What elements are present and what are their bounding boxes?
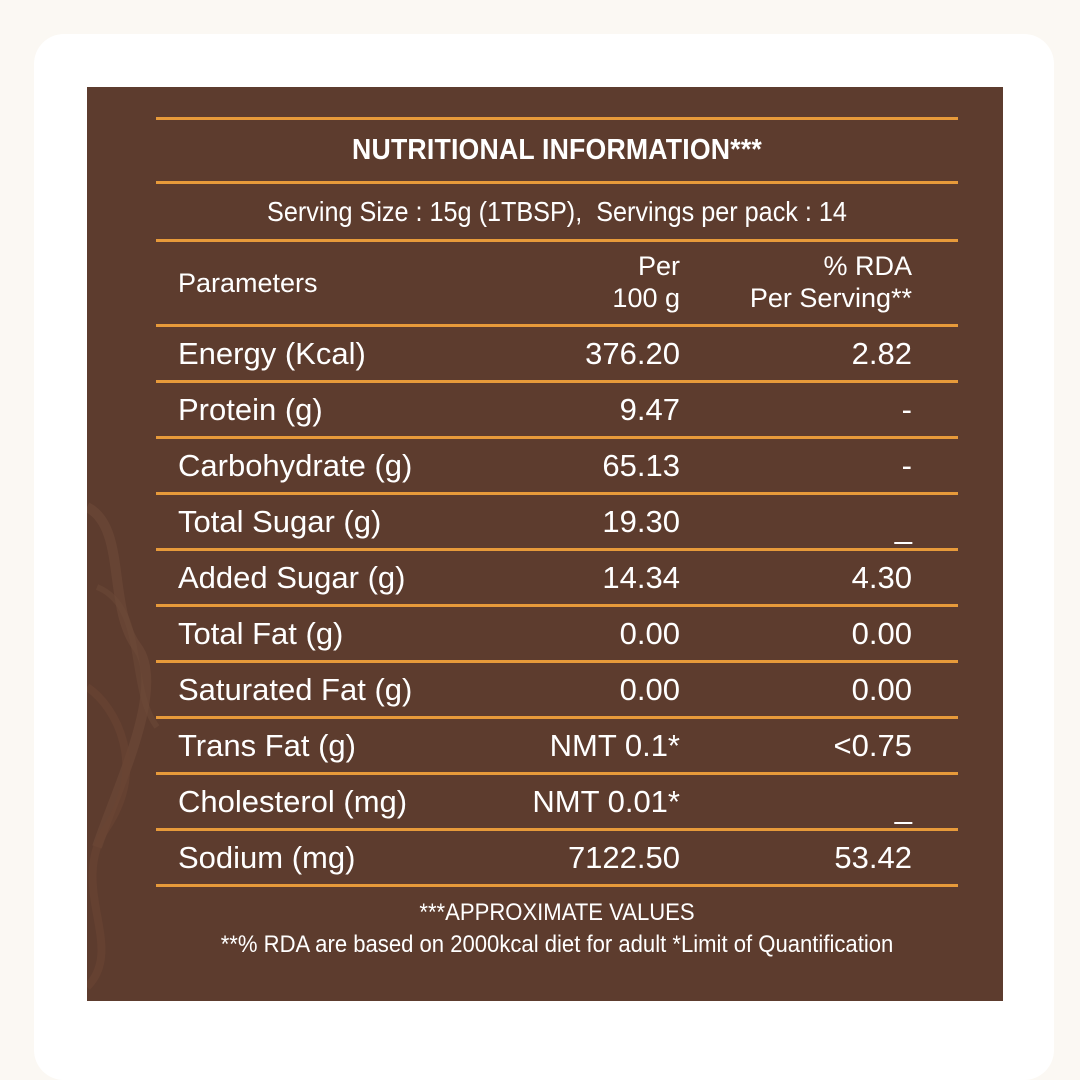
- row-per-100g: NMT 0.01*: [532, 783, 680, 819]
- table-title: NUTRITIONAL INFORMATION***: [352, 134, 762, 166]
- divider: [156, 660, 958, 663]
- footnotes: ***APPROXIMATE VALUES **% RDA are based …: [156, 887, 958, 961]
- row-rda: 4.30: [851, 559, 912, 595]
- row-rda: 0.00: [851, 615, 912, 651]
- table-row: Carbohydrate (g) 65.13 -: [156, 439, 958, 492]
- table-row: Saturated Fat (g) 0.00 0.00: [156, 663, 958, 716]
- table-row: Total Sugar (g) 19.30 _: [156, 495, 958, 548]
- divider: [156, 239, 958, 242]
- row-rda: -: [901, 447, 912, 483]
- row-rda: <0.75: [833, 727, 912, 763]
- row-parameter: Energy (Kcal): [178, 335, 366, 371]
- table-row: Total Fat (g) 0.00 0.00: [156, 607, 958, 660]
- row-parameter: Total Sugar (g): [178, 503, 382, 539]
- row-rda: 0.00: [851, 671, 912, 707]
- nutrition-table: NUTRITIONAL INFORMATION*** Serving Size …: [156, 117, 958, 961]
- table-row: Added Sugar (g) 14.34 4.30: [156, 551, 958, 604]
- row-per-100g: 65.13: [602, 447, 680, 483]
- row-per-100g: 19.30: [602, 503, 680, 539]
- table-row: Sodium (mg) 7122.50 53.42: [156, 831, 958, 884]
- row-per-100g: 14.34: [602, 559, 680, 595]
- header-row: Parameters Per 100 g % RDA Per Serving**: [156, 242, 958, 324]
- table-row: Energy (Kcal) 376.20 2.82: [156, 327, 958, 380]
- row-per-100g: 9.47: [619, 391, 680, 427]
- divider: [156, 604, 958, 607]
- footnote-rda: **% RDA are based on 2000kcal diet for a…: [220, 931, 894, 958]
- row-rda: 2.82: [851, 335, 912, 371]
- header-parameters: Parameters: [178, 267, 318, 298]
- row-parameter: Trans Fat (g): [178, 727, 356, 763]
- divider: [156, 117, 958, 120]
- row-parameter: Saturated Fat (g): [178, 671, 413, 707]
- row-per-100g: 376.20: [585, 335, 680, 371]
- row-parameter: Cholesterol (mg): [178, 783, 408, 819]
- row-parameter: Added Sugar (g): [178, 559, 406, 595]
- row-parameter: Carbohydrate (g): [178, 447, 413, 483]
- row-rda: _: [894, 790, 912, 825]
- divider: [156, 181, 958, 184]
- nutrition-panel: NUTRITIONAL INFORMATION*** Serving Size …: [87, 87, 1003, 1001]
- divider: [156, 884, 958, 887]
- row-per-100g: NMT 0.1*: [549, 727, 680, 763]
- row-rda: _: [894, 510, 912, 545]
- footnote-approximate: ***APPROXIMATE VALUES: [419, 899, 695, 926]
- row-rda: -: [901, 391, 912, 427]
- header-rda: % RDA Per Serving**: [749, 251, 912, 313]
- row-parameter: Protein (g): [178, 391, 323, 427]
- divider: [156, 548, 958, 551]
- divider: [156, 828, 958, 831]
- table-row: Protein (g) 9.47 -: [156, 383, 958, 436]
- row-parameter: Sodium (mg): [178, 839, 356, 875]
- divider: [156, 380, 958, 383]
- divider: [156, 716, 958, 719]
- divider: [156, 772, 958, 775]
- table-row: Cholesterol (mg) NMT 0.01* _: [156, 775, 958, 828]
- divider: [156, 436, 958, 439]
- row-parameter: Total Fat (g): [178, 615, 344, 651]
- row-per-100g: 0.00: [619, 671, 680, 707]
- row-rda: 53.42: [834, 839, 912, 875]
- serving-info: Serving Size : 15g (1TBSP), Servings per…: [267, 195, 847, 227]
- header-per-100g: Per 100 g: [612, 251, 680, 313]
- divider: [156, 324, 958, 327]
- row-per-100g: 7122.50: [567, 839, 680, 875]
- divider: [156, 492, 958, 495]
- row-per-100g: 0.00: [619, 615, 680, 651]
- table-row: Trans Fat (g) NMT 0.1* <0.75: [156, 719, 958, 772]
